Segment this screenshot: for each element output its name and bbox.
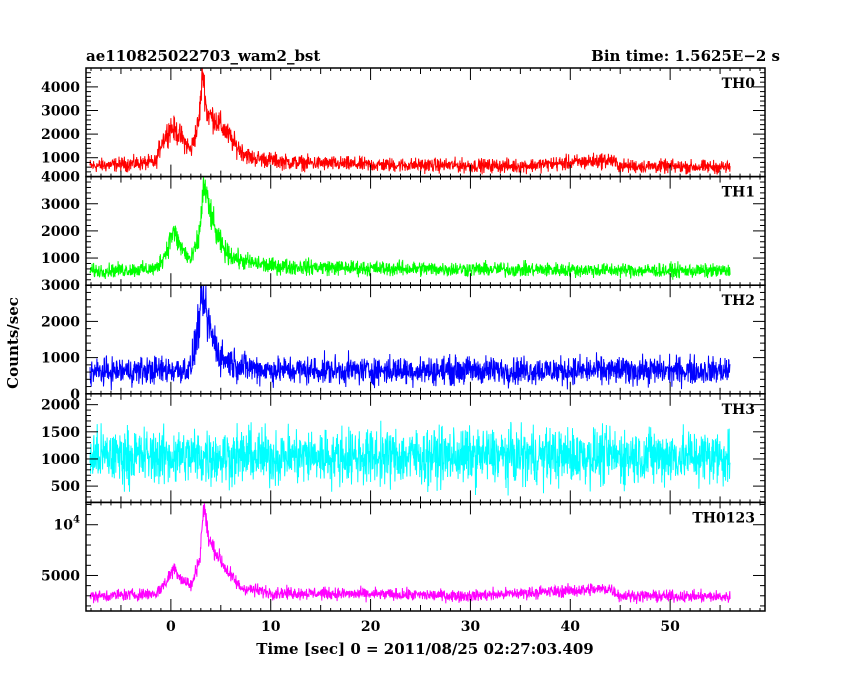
x-axis-label: Time [sec] 0 = 2011/08/25 02:27:03.409 (256, 640, 593, 658)
x-axis-ticks: 0 10 20 30 40 50 (166, 619, 680, 635)
panel-th2: TH2 0 1000 2000 3000 (41, 278, 766, 403)
y-tick-label: 1000 (41, 351, 80, 367)
series-line-th2 (89, 285, 731, 391)
series-line-th1 (89, 176, 731, 280)
bin-time-label: Bin time: 1.5625E−2 s (591, 47, 780, 65)
y-tick-label: 4000 (41, 80, 80, 96)
panel-frame (85, 501, 766, 612)
y-tick-label: 1000 (41, 251, 80, 267)
y-tick-label: 1000 (41, 151, 80, 167)
panel-th3: TH3 500 1000 1500 2000 (41, 393, 766, 504)
series-line-th0 (89, 68, 731, 175)
y-axis-label: Counts/sec (4, 297, 22, 389)
y-tick-label: 3000 (41, 278, 80, 294)
series-label: TH2 (722, 293, 755, 309)
y-tick-label: 3000 (41, 197, 80, 213)
plot-title: ae110825022703_wam2_bst (86, 47, 320, 65)
panel-th0: TH0 1000 2000 3000 4000 (41, 67, 766, 178)
x-tick-label: 50 (660, 619, 680, 635)
x-tick-label: 20 (361, 619, 381, 635)
series-label: TH0123 (692, 510, 755, 526)
y-tick-label: 2000 (41, 127, 80, 143)
exponent: 4 (73, 515, 80, 526)
y-tick-label: 0 (70, 387, 80, 403)
series-label: TH0 (722, 76, 756, 92)
series-label: TH1 (722, 185, 755, 201)
x-tick-label: 30 (461, 619, 481, 635)
y-tick-label: 104 (54, 515, 80, 534)
y-tick-label: 1500 (41, 425, 80, 441)
x-tick-label: 0 (166, 619, 176, 635)
y-tick-label: 2000 (41, 224, 80, 240)
y-tick-label: 2000 (41, 398, 80, 414)
y-tick-label: 1000 (41, 452, 80, 468)
panel-th0123: TH0123 5000 104 (41, 501, 766, 612)
chart-panels: TH01000200030004000TH11000200030004000TH… (41, 67, 766, 612)
series-label: TH3 (722, 402, 755, 418)
x-tick-label: 40 (561, 619, 581, 635)
y-tick-label: 2000 (41, 314, 80, 330)
x-tick-label: 10 (261, 619, 281, 635)
series-line-th3 (89, 420, 731, 496)
y-tick-label: 500 (51, 479, 80, 495)
y-tick-label: 3000 (41, 103, 80, 119)
series-line-th0123 (89, 503, 731, 605)
panel-th1: TH1 1000 2000 3000 4000 (41, 170, 766, 286)
y-tick-label: 4000 (41, 170, 80, 186)
y-tick-label: 5000 (41, 568, 80, 584)
